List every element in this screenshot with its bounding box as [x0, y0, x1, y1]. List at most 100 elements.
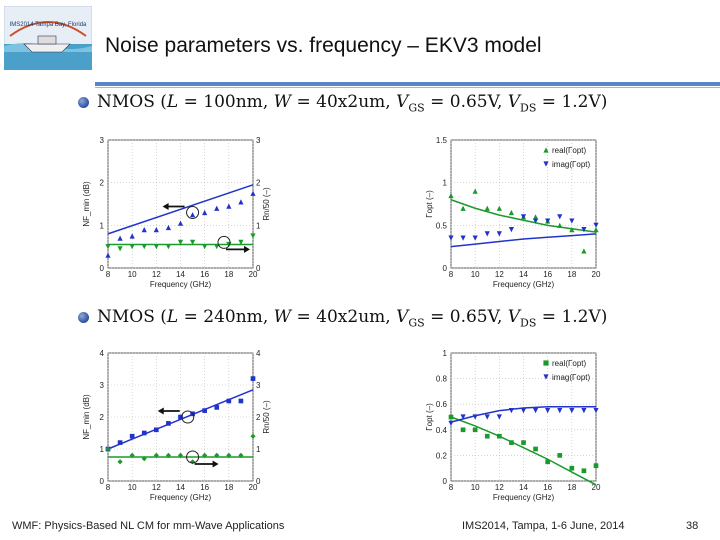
annotation-circle [186, 206, 200, 220]
legend-label: real(Γopt) [552, 359, 587, 368]
data-point [460, 414, 466, 420]
width-1: 40x2um [316, 92, 386, 112]
data-point [593, 222, 599, 228]
x-tick-label: 20 [249, 483, 258, 492]
data-point [177, 239, 184, 245]
y-axis-label: Γopt (–) [425, 190, 434, 218]
vgs-2: 0.65V [449, 307, 497, 327]
y-axis-label: Γopt (–) [425, 403, 434, 431]
data-point [472, 188, 478, 194]
vgs-1: 0.65V [449, 92, 497, 112]
logo-text: IMS2014 Tampa Bay, Florida [10, 22, 87, 28]
device-2: NMOS [97, 307, 155, 327]
x-tick-label: 12 [495, 270, 504, 279]
data-point [484, 433, 490, 439]
data-point [165, 244, 172, 250]
y-tick-label: 2 [100, 413, 105, 422]
data-point [153, 244, 159, 250]
annotation-circle [186, 450, 200, 464]
data-point [557, 214, 563, 220]
x-tick-label: 20 [592, 270, 601, 279]
annotation-arrowhead-left [157, 407, 164, 415]
data-point [238, 199, 244, 205]
y-tick-label: 1 [100, 445, 105, 454]
data-point [105, 446, 111, 452]
x-tick-label: 8 [106, 483, 111, 492]
x-tick-label: 8 [449, 483, 454, 492]
width-2: 40x2um [316, 307, 386, 327]
footer-page-number: 38 [686, 520, 699, 532]
y2-tick-label: 0 [256, 264, 261, 273]
y2-tick-label: 2 [256, 179, 261, 188]
plot-nfmin-240nm: 8 10 12 14 16 18 20 0 1 2 3 4 0 1 2 3 4 Frequency (GHz) NF… [78, 345, 278, 513]
conference-logo: IMS2014 Tampa Bay, Florida [3, 5, 93, 71]
data-point [508, 209, 515, 216]
y2-tick-label: 1 [256, 445, 261, 454]
legend-marker [543, 147, 549, 153]
data-point [202, 244, 208, 250]
data-point [165, 224, 172, 231]
y-tick-label: 1 [100, 221, 105, 230]
data-point [214, 405, 220, 410]
bullet-equation-2: NMOS (L = 240nm, W = 40x2um, VGS = 0.65V… [97, 307, 608, 330]
x-tick-label: 10 [128, 483, 137, 492]
vds-1: 1.2V [561, 92, 601, 112]
y2-tick-label: 3 [256, 381, 261, 390]
x-tick-label: 18 [567, 270, 576, 279]
x-tick-label: 12 [152, 270, 161, 279]
x-axis-label: Frequency (GHz) [150, 493, 212, 502]
data-point [129, 244, 135, 250]
data-point [545, 459, 551, 465]
series-line [450, 416, 597, 486]
data-point [141, 227, 147, 233]
data-point [238, 398, 244, 404]
x-tick-label: 10 [471, 270, 480, 279]
series-line [107, 389, 254, 450]
x-tick-label: 16 [200, 483, 209, 492]
x-tick-label: 20 [592, 483, 601, 492]
data-point [545, 218, 551, 224]
title-rule [95, 82, 720, 86]
y2-axis-label: Rn/50 (–) [262, 187, 271, 221]
data-point [532, 408, 539, 414]
data-point [532, 218, 539, 224]
data-point [508, 227, 515, 233]
x-tick-label: 8 [106, 270, 111, 279]
plot-gopt-100nm: 8 10 12 14 16 18 20 0 0.5 1 1.5 Frequency (GHz) Γopt… [415, 132, 615, 300]
y2-tick-label: 0 [256, 477, 261, 486]
data-point [178, 414, 183, 420]
data-point [520, 214, 527, 220]
annotation-circle [181, 410, 195, 424]
y2-axis-label: Rn/50 (–) [262, 400, 271, 434]
data-point [189, 212, 196, 218]
y-tick-label: 0 [100, 264, 105, 273]
data-point [496, 231, 502, 237]
data-point [166, 421, 171, 426]
data-point [448, 192, 454, 199]
data-point [189, 239, 196, 245]
x-tick-label: 14 [519, 483, 528, 492]
data-point [153, 227, 159, 233]
data-point [238, 239, 244, 245]
data-point [214, 205, 220, 211]
bullet-dot-1 [78, 97, 89, 108]
data-point [545, 408, 551, 414]
data-point [177, 220, 184, 226]
x-tick-label: 10 [128, 270, 137, 279]
y-axis-label: NF_min (dB) [82, 181, 91, 227]
x-tick-label: 12 [495, 483, 504, 492]
legend-label: imag(Γopt) [552, 160, 591, 169]
y-tick-label: 0.4 [436, 426, 448, 435]
x-tick-label: 18 [567, 483, 576, 492]
x-tick-label: 14 [519, 270, 528, 279]
y-tick-label: 0.8 [436, 375, 448, 384]
data-point [202, 408, 208, 413]
data-point [581, 468, 587, 474]
data-point [496, 414, 502, 420]
data-point [520, 408, 527, 414]
plot-gopt-240nm: 8 10 12 14 16 18 20 0 0.2 0.4 0.6 0.8 1 Frequency (GH… [415, 345, 615, 513]
x-axis-label: Frequency (GHz) [493, 280, 555, 289]
y-tick-label: 4 [100, 349, 105, 358]
data-point [484, 205, 490, 211]
series-line [107, 184, 254, 235]
